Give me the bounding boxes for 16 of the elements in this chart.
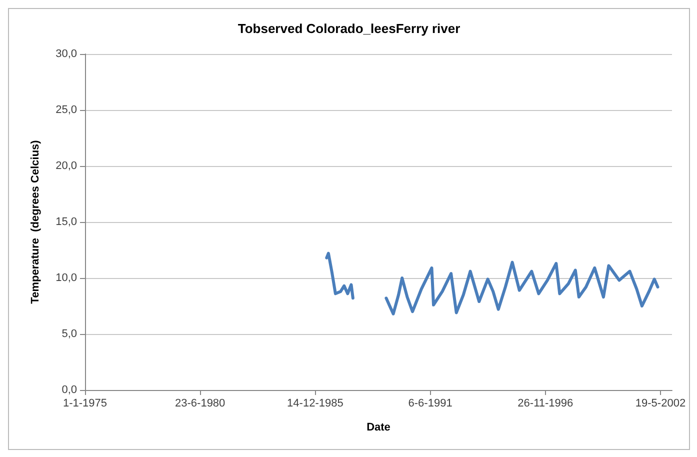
x-tick-label: 26-11-1996 [518,398,574,410]
y-tick-label: 30,0 [56,48,77,60]
x-tick-label: 19-5-2002 [635,398,686,410]
y-tick-label: 20,0 [56,160,77,172]
y-axis-title: Temperature (degrees Celcius) [30,140,42,304]
y-tick-label: 25,0 [56,104,77,116]
x-tick-label: 14-12-1985 [287,398,344,410]
y-tick-label: 5,0 [62,328,77,340]
y-tick-label: 10,0 [56,272,77,284]
x-tick-label: 1-1-1975 [62,398,108,410]
y-tick-label: 15,0 [56,216,77,228]
x-axis-title: Date [366,422,390,434]
x-tick-label: 6-6-1991 [408,398,452,410]
chart-title: Tobserved Colorado_leesFerry river [238,21,460,36]
y-tick-label: 0,0 [62,384,77,396]
x-tick-label: 23-6-1980 [175,398,226,410]
